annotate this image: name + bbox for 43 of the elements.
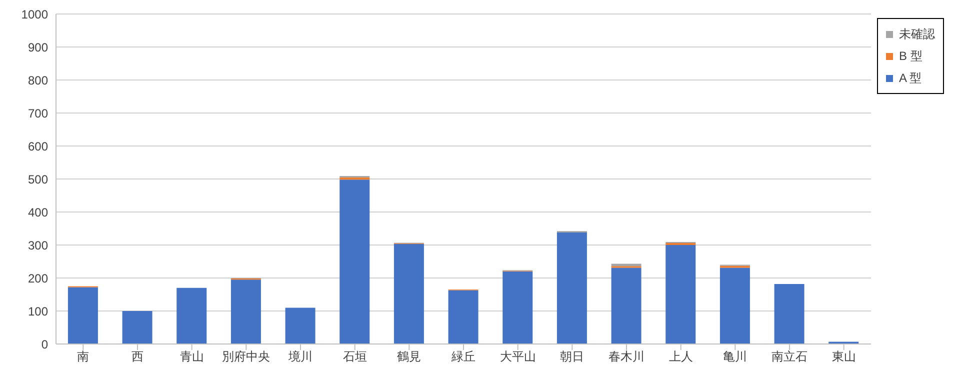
y-tick-label: 1000 [21,7,48,22]
x-tick-label: 青山 [180,350,204,364]
bar [448,290,478,344]
legend-label: 未確認 [898,26,935,43]
bar [340,180,370,344]
x-tick-label: 境川 [288,350,312,364]
y-tick-label: 700 [28,106,48,120]
x-tick-label: 亀川 [723,350,748,364]
bar [230,280,261,344]
y-tick-label: 300 [28,238,48,252]
x-tick-label: 別府中央 [222,350,270,364]
bar [68,287,98,344]
legend-label: B 型 [898,48,924,65]
y-tick-label: 600 [28,139,48,154]
x-tick-label: 上人 [668,350,693,364]
y-tick-label: 100 [28,304,48,318]
y-tick-label: 900 [28,40,48,54]
x-tick-label: 南 [77,350,90,364]
x-tick-label: 石垣 [342,350,367,364]
bar [556,232,587,344]
legend-label: A 型 [898,70,923,87]
bar [666,245,696,344]
bar [122,311,152,344]
bar [611,268,642,344]
bar [285,308,316,344]
x-tick-label: 西 [132,350,144,364]
x-tick-label: 東山 [832,350,856,364]
y-tick-label: 200 [28,271,48,286]
x-tick-label: 緑丘 [450,350,476,364]
bar [176,288,207,344]
y-tick-label: 400 [28,205,48,220]
x-tick-label: 鶴見 [397,350,422,364]
bar [502,271,533,344]
bar [720,268,750,344]
y-tick-label: 500 [28,172,48,186]
y-tick-label: 800 [28,73,48,88]
x-tick-label: 朝日 [560,350,584,364]
bar [774,284,804,344]
x-tick-label: 大平山 [500,350,536,364]
x-tick-label: 春木川 [608,350,644,364]
bar [394,244,424,344]
y-tick-label: 0 [41,337,48,352]
x-tick-label: 南立石 [772,350,808,364]
